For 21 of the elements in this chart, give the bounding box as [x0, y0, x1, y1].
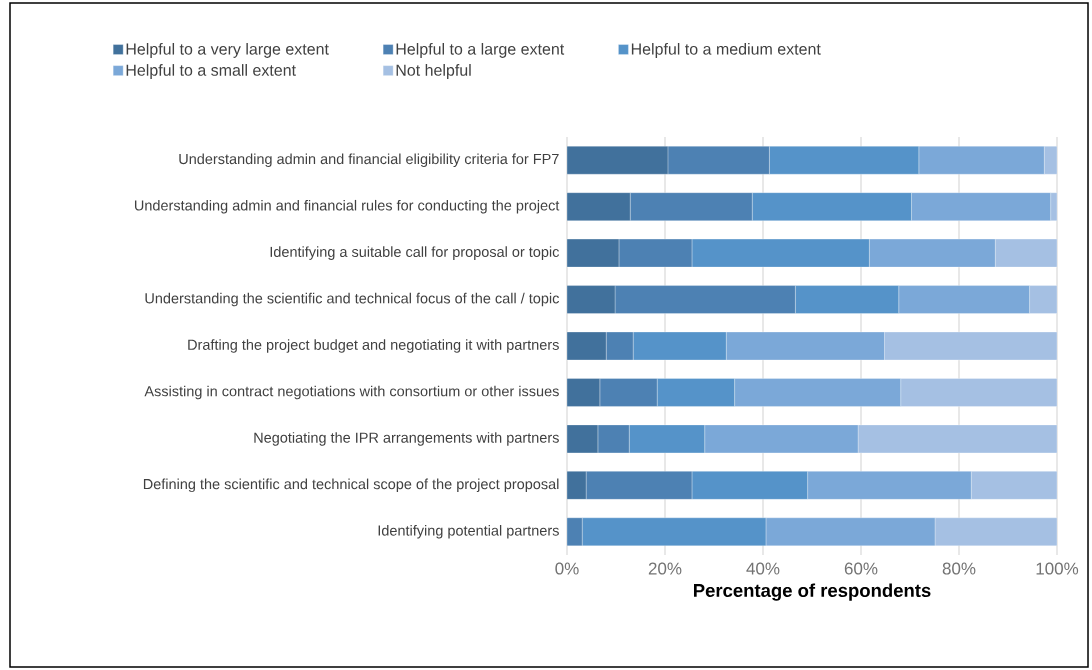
x-tick-label: 20%: [648, 562, 682, 575]
legend-label: Helpful to a small extent: [126, 64, 296, 79]
legend-label: Helpful to a large extent: [396, 42, 565, 58]
legend-label: Helpful to a very large extent: [126, 42, 329, 58]
y-tick-label: Drafting the project budget and negotiating it with partners: [188, 339, 559, 353]
y-tick-label: Understanding admin and financial eligibility criteria for FP7: [179, 153, 559, 167]
legend-label: Not helpful: [396, 64, 471, 79]
y-tick-label: Understanding admin and financial rules for conducting the project: [134, 199, 560, 214]
x-tick-label: 40%: [746, 562, 780, 575]
legend-label: Helpful to a medium extent: [631, 42, 821, 58]
y-tick-label: Identifying potential partners: [378, 525, 559, 539]
y-tick-label: Negotiating the IPR arrangements with partners: [254, 432, 559, 446]
x-tick-label: 0%: [555, 562, 579, 575]
y-tick-label: Defining the scientific and technical scope of the project proposal: [143, 478, 559, 493]
x-tick-label: 60%: [844, 562, 878, 575]
y-tick-label: Assisting in contract negotiations with consortium or other issues: [144, 385, 559, 400]
y-tick-label: Understanding the scientific and technical focus of the call / topic: [145, 292, 560, 307]
x-axis-title: Percentage of respondents: [693, 583, 931, 601]
x-tick-label: 100%: [1036, 562, 1079, 575]
x-tick-label: 80%: [942, 562, 976, 575]
y-tick-label: Identifying a suitable call for proposal or topic: [270, 246, 560, 260]
